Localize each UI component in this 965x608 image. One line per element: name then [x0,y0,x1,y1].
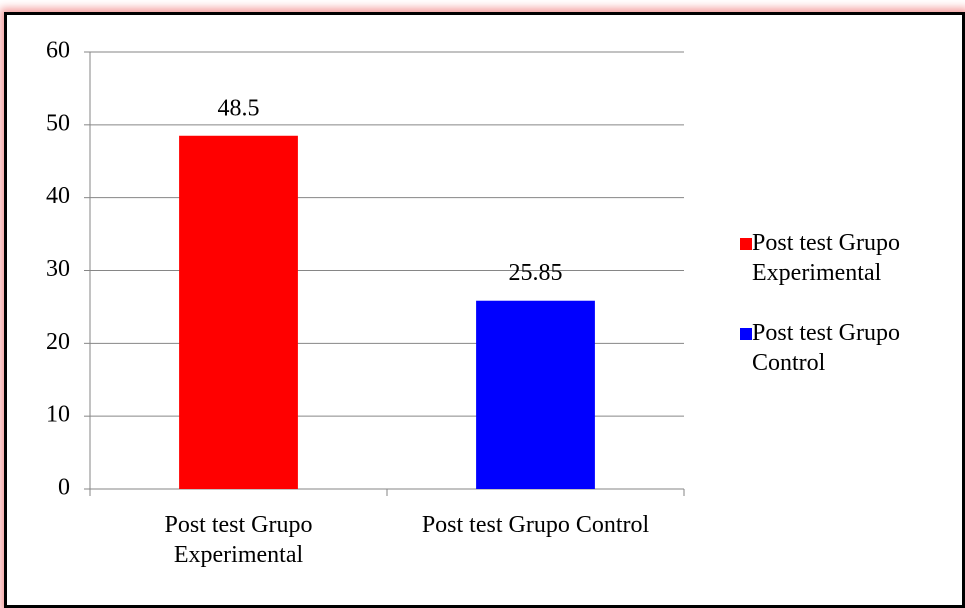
legend-label-box: Post test Grupo Experimental [752,230,901,286]
legend-label: Post test Grupo Control [752,320,901,376]
x-tick-label: Post test Grupo Experimental [164,512,313,568]
y-tick-label: 30 [46,256,70,282]
bar [476,300,595,489]
bar [179,135,298,489]
x-tick-label: Post test Grupo Control [421,512,650,538]
y-tick-label: 10 [46,402,70,428]
y-tick-label: 60 [46,38,70,64]
data-label: 48.5 [218,95,260,121]
y-tick-label: 50 [46,110,70,136]
x-tick-label-box: Post test Grupo Experimental [164,512,313,568]
page: 0 10 20 30 40 50 60 48.5 Post test Grupo Experim… [4,12,965,608]
y-tick-label: 40 [46,183,70,209]
chart: 0 10 20 30 40 50 60 48.5 Post test Grupo Experim… [46,38,901,569]
legend-swatch [740,238,752,250]
legend-label: Post test Grupo Experimental [752,230,901,286]
legend-swatch [740,328,752,340]
y-tick-label: 20 [46,329,70,355]
legend-label-box: Post test Grupo Control [752,320,901,376]
y-tick-label: 0 [58,475,70,501]
data-label: 25.85 [509,260,563,286]
x-tick-label-box: Post test Grupo Control [421,512,650,538]
